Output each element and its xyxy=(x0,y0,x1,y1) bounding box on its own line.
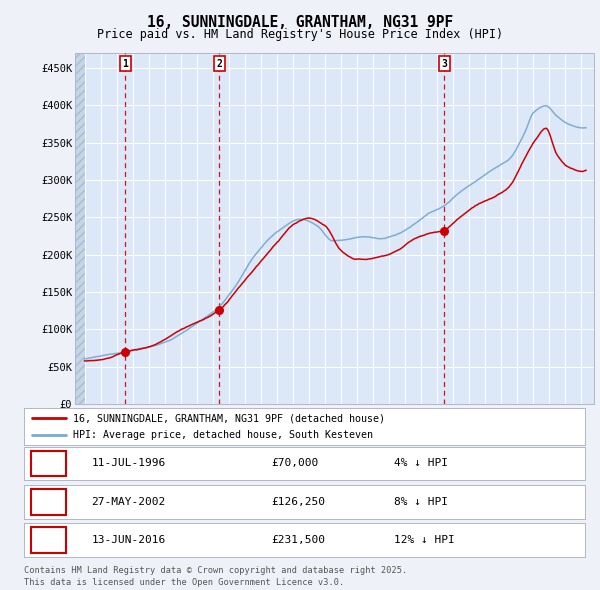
Text: 8% ↓ HPI: 8% ↓ HPI xyxy=(394,497,448,507)
Bar xyxy=(75,53,85,404)
Text: £231,500: £231,500 xyxy=(271,535,325,545)
Text: 3: 3 xyxy=(44,533,52,547)
Text: 1: 1 xyxy=(122,58,128,68)
Text: 13-JUN-2016: 13-JUN-2016 xyxy=(91,535,166,545)
Text: 11-JUL-1996: 11-JUL-1996 xyxy=(91,458,166,468)
Text: HPI: Average price, detached house, South Kesteven: HPI: Average price, detached house, Sout… xyxy=(73,431,373,440)
Text: 3: 3 xyxy=(441,58,447,68)
FancyBboxPatch shape xyxy=(31,527,65,553)
FancyBboxPatch shape xyxy=(31,489,65,514)
Text: Contains HM Land Registry data © Crown copyright and database right 2025.
This d: Contains HM Land Registry data © Crown c… xyxy=(24,566,407,587)
FancyBboxPatch shape xyxy=(31,451,65,476)
Text: £126,250: £126,250 xyxy=(271,497,325,507)
Text: 12% ↓ HPI: 12% ↓ HPI xyxy=(394,535,455,545)
Text: 1: 1 xyxy=(44,457,52,470)
Text: 16, SUNNINGDALE, GRANTHAM, NG31 9PF: 16, SUNNINGDALE, GRANTHAM, NG31 9PF xyxy=(147,15,453,30)
Text: 16, SUNNINGDALE, GRANTHAM, NG31 9PF (detached house): 16, SUNNINGDALE, GRANTHAM, NG31 9PF (det… xyxy=(73,414,385,423)
Text: Price paid vs. HM Land Registry's House Price Index (HPI): Price paid vs. HM Land Registry's House … xyxy=(97,28,503,41)
Text: 27-MAY-2002: 27-MAY-2002 xyxy=(91,497,166,507)
Text: 4% ↓ HPI: 4% ↓ HPI xyxy=(394,458,448,468)
Text: 2: 2 xyxy=(217,58,222,68)
Text: £70,000: £70,000 xyxy=(271,458,318,468)
Text: 2: 2 xyxy=(44,495,52,509)
